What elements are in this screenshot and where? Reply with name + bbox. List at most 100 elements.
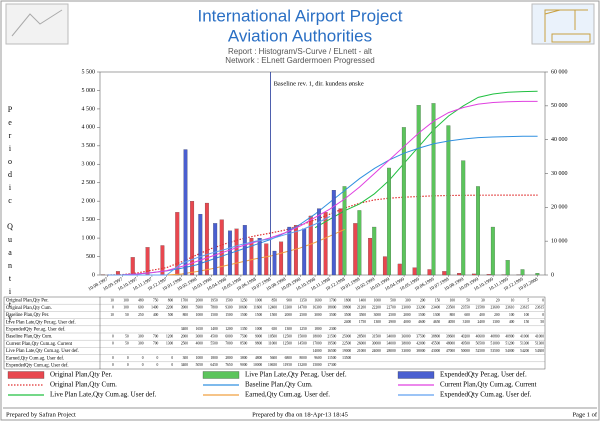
bar bbox=[401, 127, 406, 276]
table-cell: 1500 bbox=[210, 313, 217, 317]
line bbox=[107, 135, 538, 276]
table-cell: 6000 bbox=[225, 334, 232, 338]
table-cell: 100 bbox=[450, 298, 456, 302]
table-cell: 5500 bbox=[210, 342, 217, 346]
bar bbox=[446, 125, 451, 276]
bar bbox=[183, 149, 188, 276]
table-cell: 21000 bbox=[357, 349, 366, 353]
table-cell: 33000 bbox=[402, 349, 411, 353]
table-cell: 0 bbox=[142, 356, 144, 360]
y-tick-label: 5 500 bbox=[82, 69, 96, 75]
bar bbox=[461, 160, 466, 276]
table-cell: 8000 bbox=[299, 356, 306, 360]
table-cell: 5050 bbox=[196, 363, 203, 367]
bar bbox=[471, 273, 476, 276]
table-cell: 3000 bbox=[314, 313, 321, 317]
legend-label: Original Plan,Qty Cum. bbox=[50, 381, 117, 389]
legend-label: Current Plan,Qty Cum.ag. Current bbox=[440, 381, 536, 389]
table-cell: 400 bbox=[479, 313, 485, 317]
table-cell: 13300 bbox=[283, 306, 292, 310]
y-tick-label: 2 000 bbox=[82, 199, 96, 205]
table-cell: 1700 bbox=[181, 298, 188, 302]
table-cell: 1350 bbox=[299, 298, 306, 302]
bar bbox=[338, 208, 343, 276]
table-cell: 31500 bbox=[372, 334, 381, 338]
table-cell: 23610 bbox=[505, 306, 514, 310]
table-cell: 17300 bbox=[327, 363, 336, 367]
table-row-label: Baseline Plan,Qty Cum. bbox=[6, 335, 52, 340]
legend-label: Live Plan Late,Qty Cum.ag. User def. bbox=[50, 391, 157, 399]
table-cell: 30000 bbox=[372, 342, 381, 346]
table-cell: 52500 bbox=[476, 349, 485, 353]
table-cell: 10500 bbox=[268, 334, 277, 338]
table-cell: 19500 bbox=[327, 342, 336, 346]
table-cell: 18000 bbox=[327, 306, 336, 310]
logo-right-crane bbox=[544, 9, 591, 43]
report: Report : Histogram/S-Curve / ELnett - al… bbox=[228, 47, 373, 56]
table-cell: 650 bbox=[272, 327, 278, 331]
table-cell: 10 bbox=[110, 298, 114, 302]
table-cell: 2500 bbox=[299, 313, 306, 317]
bar bbox=[317, 208, 321, 276]
table-cell: 0 bbox=[542, 298, 544, 302]
table-cell: 3000 bbox=[374, 313, 381, 317]
table-cell: 49500 bbox=[461, 342, 470, 346]
table-cell: 11600 bbox=[253, 306, 262, 310]
table-cell: 0 bbox=[112, 342, 114, 346]
table-cell: 9000 bbox=[240, 363, 247, 367]
table-cell: 0 bbox=[112, 306, 114, 310]
logo-left-art bbox=[11, 9, 63, 37]
table-cell: 1400 bbox=[359, 298, 366, 302]
network: Network : ELnett Gardermoen Progressed bbox=[225, 56, 374, 65]
bar bbox=[353, 223, 358, 276]
table-cell: 3500 bbox=[344, 313, 351, 317]
table-cell: 100 bbox=[123, 306, 129, 310]
table-cell: 40600 bbox=[476, 334, 485, 338]
table-cell: 50 bbox=[466, 298, 470, 302]
table-cell: 3400 bbox=[181, 327, 188, 331]
table-row-label: ExpendedQty Cum.ag. User def. bbox=[6, 363, 69, 368]
table-cell: 34000 bbox=[387, 334, 396, 338]
table-cell: 19800 bbox=[342, 306, 351, 310]
table-cell: 250 bbox=[138, 313, 144, 317]
y-tick-label: 2 500 bbox=[82, 180, 96, 186]
table-cell: 1500 bbox=[270, 313, 277, 317]
table-cell: 4050 bbox=[448, 320, 455, 324]
table-cell: 500 bbox=[390, 298, 396, 302]
bar bbox=[264, 243, 269, 276]
table-cell: 1300 bbox=[492, 320, 499, 324]
table-cell: 1000 bbox=[196, 313, 203, 317]
table-cell: 2000 bbox=[403, 313, 410, 317]
table-cell: 0 bbox=[157, 363, 159, 367]
bar bbox=[427, 269, 432, 276]
table-cell: 2800 bbox=[225, 356, 232, 360]
table-cell: 800 bbox=[450, 313, 456, 317]
bar bbox=[130, 257, 135, 276]
y-tick-label: 1 000 bbox=[82, 235, 96, 241]
table-cell: 7650 bbox=[225, 363, 232, 367]
table-cell: 1950 bbox=[210, 298, 217, 302]
table-cell: 1000 bbox=[255, 298, 262, 302]
table-cell: 0 bbox=[112, 334, 114, 338]
table-cell: 47000 bbox=[446, 349, 455, 353]
table-cell: 50 bbox=[540, 320, 544, 324]
bar bbox=[457, 273, 462, 276]
table-cell: 1400 bbox=[151, 306, 158, 310]
bar bbox=[323, 212, 328, 276]
table-cell: 14500 bbox=[298, 342, 307, 346]
table-cell: 1750 bbox=[359, 320, 366, 324]
table-cell: 38000 bbox=[416, 349, 425, 353]
table-cell: 11950 bbox=[283, 363, 292, 367]
annotation: Baseline rev. 1, dir. kundens ønske bbox=[274, 80, 364, 87]
table-cell: 1500 bbox=[418, 313, 425, 317]
table-cell: 2500 bbox=[181, 342, 188, 346]
table-cell: 1250 bbox=[240, 298, 247, 302]
table-cell: 24000 bbox=[372, 349, 381, 353]
table-cell: 37500 bbox=[416, 334, 425, 338]
legend-label: Baseline Plan,Qty Cum. bbox=[245, 381, 313, 389]
table-cell: 45500 bbox=[431, 342, 440, 346]
y2-tick-label: 50 000 bbox=[551, 103, 568, 109]
table-cell: 1500 bbox=[240, 313, 247, 317]
table-cell: 700 bbox=[153, 334, 159, 338]
y-tick-label: 0 bbox=[92, 272, 95, 278]
